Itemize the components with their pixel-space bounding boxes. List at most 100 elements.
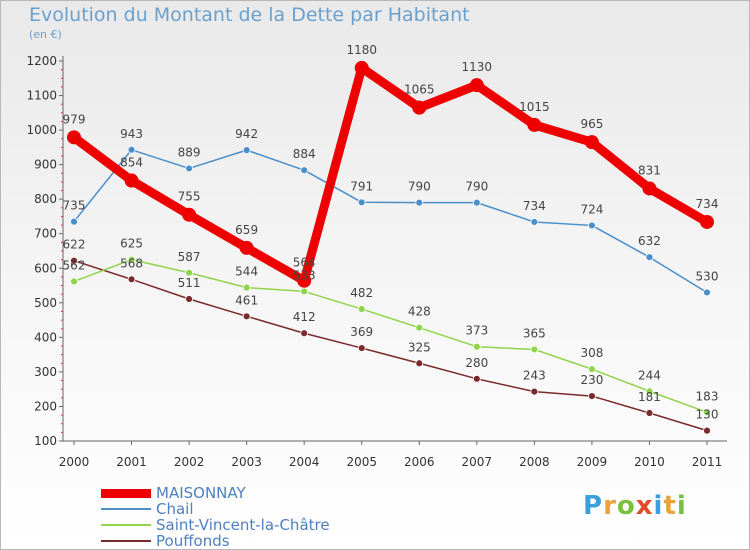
data-label: 791	[350, 179, 373, 193]
data-point	[357, 198, 366, 207]
data-label: 587	[178, 250, 201, 264]
data-point	[300, 166, 309, 175]
chart-subtitle: (en €)	[29, 28, 62, 41]
data-label: 244	[638, 368, 661, 382]
data-point	[703, 408, 711, 417]
line-chart: 100 200 300 400 500 600 700 800 900 1000 1100 1200 2…	[26, 43, 727, 469]
data-label: 889	[178, 145, 201, 159]
data-point	[412, 100, 427, 115]
data-point	[642, 181, 657, 196]
data-label: 325	[408, 340, 431, 354]
y-tick-label: 400	[34, 330, 57, 344]
logo-letter: P	[583, 491, 604, 521]
data-label: 230	[580, 373, 603, 387]
y-tick-label: 1200	[26, 54, 57, 68]
data-label: 724	[580, 202, 603, 216]
x-tick-label: 2002	[174, 455, 205, 469]
data-point	[300, 329, 309, 338]
series-line-3	[73, 259, 708, 432]
data-point	[242, 146, 251, 155]
data-point	[703, 426, 711, 435]
data-point	[185, 164, 193, 173]
data-point	[242, 312, 251, 321]
data-label: 564	[293, 256, 316, 270]
data-point	[703, 288, 711, 297]
y-tick-label: 700	[34, 227, 57, 241]
x-tick-label: 2003	[231, 455, 262, 469]
chart-title: Evolution du Montant de la Dette par Hab…	[29, 4, 470, 26]
data-label: 365	[523, 326, 546, 340]
data-label: 884	[293, 147, 316, 161]
x-tick-label: 2011	[692, 455, 723, 469]
data-label: 412	[293, 310, 316, 324]
y-tick-label: 1000	[26, 123, 57, 137]
legend-label: Pouffonds	[156, 532, 230, 550]
data-label: 243	[523, 369, 546, 383]
data-label: 544	[235, 265, 258, 279]
data-label: 943	[120, 127, 143, 141]
data-label: 831	[638, 163, 661, 177]
data-point	[530, 387, 539, 396]
data-label: 562	[63, 258, 86, 272]
x-tick-label: 2000	[59, 455, 90, 469]
data-label: 373	[465, 324, 488, 338]
data-label: 790	[465, 180, 488, 194]
data-label: 622	[63, 238, 86, 252]
data-label: 369	[350, 325, 373, 339]
data-point	[588, 365, 596, 374]
data-point	[469, 78, 484, 93]
data-point	[415, 359, 424, 368]
logo-letter: t	[663, 491, 677, 521]
data-label: 280	[465, 356, 488, 370]
data-label: 1180	[346, 43, 377, 57]
data-label: 854	[120, 156, 143, 170]
y-tick-label: 300	[34, 365, 57, 379]
data-label: 942	[235, 127, 258, 141]
data-label: 530	[696, 269, 719, 283]
data-label: 659	[235, 223, 258, 237]
data-point	[239, 240, 254, 255]
data-label: 632	[638, 234, 661, 248]
x-tick-label: 2001	[116, 455, 147, 469]
series-line-2	[73, 258, 708, 414]
data-point	[472, 342, 481, 351]
data-point	[645, 409, 654, 417]
data-point	[357, 305, 366, 313]
data-point	[472, 374, 481, 383]
data-point	[185, 268, 193, 277]
data-label: 533	[293, 268, 316, 282]
series-line-1	[73, 149, 708, 294]
logo-letter: o	[616, 491, 636, 521]
data-point	[70, 277, 78, 286]
data-point	[530, 345, 539, 354]
data-point	[127, 275, 136, 284]
data-label: 790	[408, 180, 431, 194]
data-point	[584, 135, 599, 150]
data-point	[472, 198, 481, 207]
data-label: 1065	[404, 83, 435, 97]
logo-letter: i	[676, 491, 687, 521]
data-label: 1130	[462, 60, 493, 74]
legend-label: MAISONNAY	[156, 484, 246, 502]
data-label: 130	[696, 408, 719, 422]
data-label: 428	[408, 305, 431, 319]
y-tick-label: 800	[34, 192, 57, 206]
legend-swatch	[101, 508, 151, 510]
data-point	[588, 392, 596, 400]
proxiti-logo: Proxiti	[583, 491, 687, 521]
logo-letter: r	[603, 491, 617, 521]
data-point	[127, 145, 136, 154]
data-point	[124, 173, 139, 188]
y-tick-label: 1100	[26, 89, 57, 103]
data-point	[67, 130, 81, 145]
data-point	[300, 287, 309, 296]
data-label: 511	[178, 276, 201, 290]
data-label: 183	[696, 389, 719, 403]
logo-letter: i	[653, 491, 664, 521]
logo-letter: x	[635, 491, 654, 521]
data-point	[357, 344, 366, 352]
y-tick-label: 200	[34, 399, 57, 413]
data-point	[242, 283, 251, 292]
data-label: 979	[63, 112, 86, 126]
